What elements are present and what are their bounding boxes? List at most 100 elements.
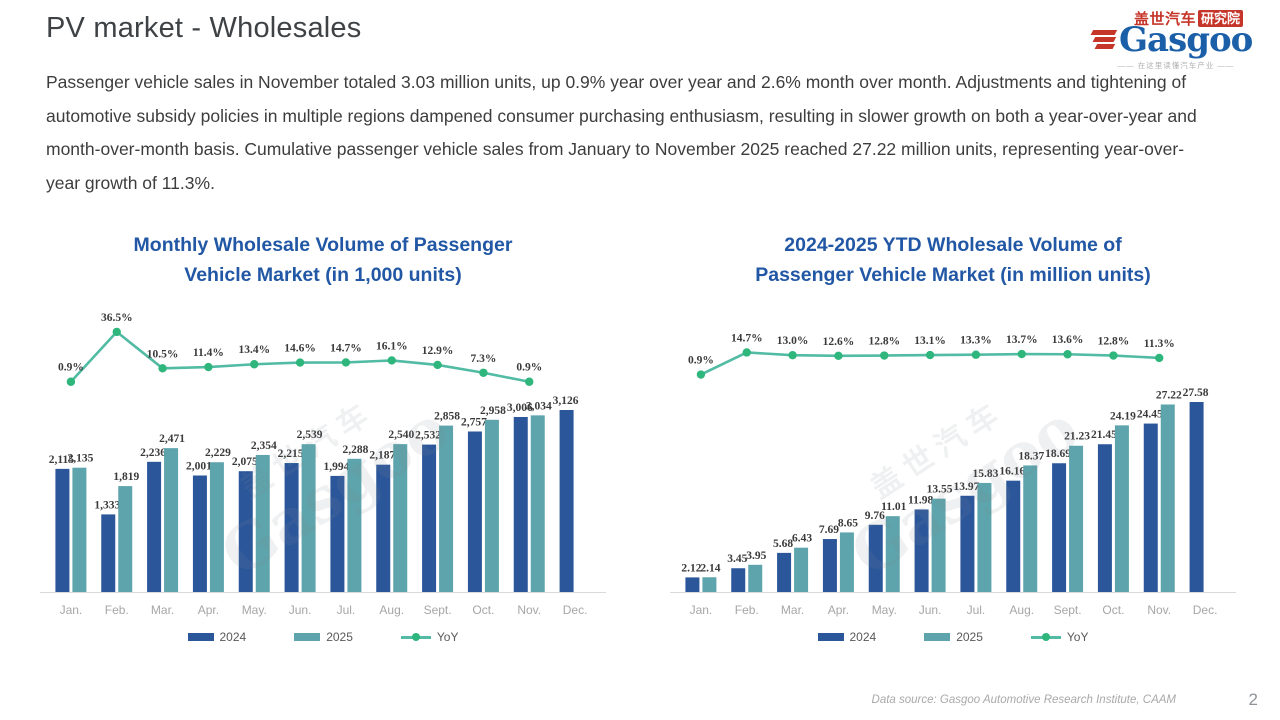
bar-2025 [839, 532, 854, 593]
bar-2025 [1023, 465, 1038, 593]
yoy-marker [250, 360, 259, 369]
yoy-label: 13.4% [238, 345, 270, 357]
bar-2024 [55, 469, 70, 593]
yoy-marker [788, 351, 797, 360]
yoy-marker [112, 328, 121, 337]
bar-2024 [1052, 463, 1067, 593]
bar-label-2024: 3,006 [507, 402, 533, 414]
yoy-label: 13.0% [777, 336, 809, 348]
bar-2024 [559, 410, 574, 593]
legend-line-yoy-icon [1030, 633, 1061, 642]
legend-swatch-2024-icon [187, 633, 214, 642]
bar-2025 [301, 444, 316, 593]
left-chart-legend: 2024 2025 YoY [38, 630, 608, 644]
yoy-label: 11.4% [193, 347, 224, 359]
bar-label-2025: 24.19 [1110, 411, 1136, 423]
x-tick-label: Aug. [379, 603, 404, 617]
yoy-label: 0.9% [688, 355, 714, 367]
legend-item-yoy: YoY [400, 630, 459, 645]
legend-item-2025: 2025 [294, 630, 353, 644]
right-chart-title: 2024-2025 YTD Wholesale Volume of Passen… [668, 230, 1238, 290]
bar-label-2025: 18.37 [1018, 451, 1044, 463]
left-chart-title-line2: Vehicle Market (in 1,000 units) [184, 264, 462, 287]
summary-paragraph: Passenger vehicle sales in November tota… [46, 72, 1197, 193]
yoy-label: 0.9% [58, 362, 84, 374]
bar-2024 [238, 471, 253, 593]
left-chart-title: Monthly Wholesale Volume of Passenger Ve… [38, 230, 608, 290]
x-tick-label: Jun. [919, 603, 942, 617]
bar-2025 [1069, 446, 1084, 593]
bar-label-2025: 21.23 [1064, 431, 1090, 443]
x-tick-label: Jun. [289, 603, 312, 617]
bar-2025 [393, 444, 408, 593]
bar-2024 [1189, 402, 1204, 593]
bar-label-2024: 21.45 [1091, 430, 1117, 442]
x-tick-label: Aug. [1009, 603, 1034, 617]
x-tick-label: May. [872, 603, 897, 617]
x-tick-label: Dec. [1193, 603, 1218, 617]
bar-label-2024: 3.45 [727, 554, 747, 566]
bar-2025 [885, 516, 900, 593]
bar-label-2024: 2,075 [232, 457, 258, 469]
yoy-marker [696, 370, 706, 380]
yoy-label: 11.3% [1144, 338, 1175, 350]
bar-label-2024: 2,757 [461, 417, 487, 429]
legend-label-2025: 2025 [956, 630, 983, 645]
bar-label-2024: 16.16 [999, 466, 1025, 478]
bar-label-2025: 15.83 [972, 468, 998, 480]
bar-label-2025: 3,034 [526, 401, 552, 413]
right-chart-title-line1: 2024-2025 YTD Wholesale Volume of [784, 234, 1122, 256]
data-source-note: Data source: Gasgoo Automotive Research … [871, 694, 1176, 706]
gasgoo-logo: 盖世汽车 研究院 Gasgoo —— 在这里读懂汽车产业 —— [1086, 8, 1266, 71]
x-tick-label: Nov. [517, 603, 541, 617]
right-chart-plot: Jan. 2.122.14 Feb. 3.453.95 Mar. 5.686.43 Apr.… [670, 333, 1236, 617]
x-tick-label: Feb. [105, 603, 129, 617]
bar-2024 [1143, 424, 1158, 593]
bar-2024 [868, 525, 883, 593]
yoy-label: 13.1% [914, 335, 946, 347]
bar-label-2025: 11.01 [881, 502, 906, 514]
bar-2024 [422, 445, 437, 593]
bar-label-2024: 1,994 [323, 461, 349, 473]
bar-label-2025: 27.22 [1156, 390, 1182, 402]
bar-label-2025: 8.65 [838, 518, 858, 530]
bar-label-2025: 1,819 [113, 472, 139, 484]
bar-2025 [1114, 425, 1129, 593]
yoy-line [69, 331, 531, 384]
left-chart-title-line1: Monthly Wholesale Volume of Passenger [133, 234, 513, 256]
legend-line-yoy-icon [400, 633, 431, 642]
page-title: PV market - Wholesales [46, 12, 362, 44]
legend-label-2025: 2025 [326, 630, 353, 645]
yoy-label: 12.8% [868, 336, 900, 348]
logo-cn-text: 盖世汽车 [1134, 11, 1197, 28]
bar-2024 [777, 553, 792, 593]
legend-label-2024: 2024 [849, 630, 877, 645]
yoy-marker [387, 356, 396, 366]
logo-wordmark-row: Gasgoo [1086, 23, 1266, 57]
bar-2024 [822, 539, 837, 593]
yoy-marker [834, 352, 843, 361]
x-tick-label: May. [242, 603, 267, 617]
bar-label-2025: 2,354 [251, 440, 277, 452]
yoy-marker [971, 350, 981, 360]
x-tick-label: Apr. [828, 603, 849, 617]
yoy-marker [525, 377, 534, 387]
logo-tagline: —— 在这里读懂汽车产业 —— [1117, 60, 1235, 70]
bar-label-2024: 7.69 [819, 524, 839, 536]
bar-2025 [72, 468, 87, 593]
yoy-marker [295, 358, 305, 368]
bar-2025 [794, 548, 809, 593]
legend-swatch-2024-icon [817, 633, 844, 642]
yoy-marker [1109, 351, 1118, 361]
x-tick-label: Dec. [563, 603, 588, 617]
monthly-wholesale-chart: Monthly Wholesale Volume of Passenger Ve… [38, 230, 608, 644]
legend-label-yoy: YoY [436, 630, 459, 645]
bar-label-2025: 2,135 [67, 453, 93, 465]
yoy-marker [925, 351, 935, 360]
legend-item-2024: 2024 [817, 630, 877, 645]
bar-2025 [748, 565, 763, 593]
bar-2025 [484, 420, 499, 593]
bar-label-2024: 3,126 [553, 395, 579, 407]
bar-2024 [147, 462, 162, 593]
